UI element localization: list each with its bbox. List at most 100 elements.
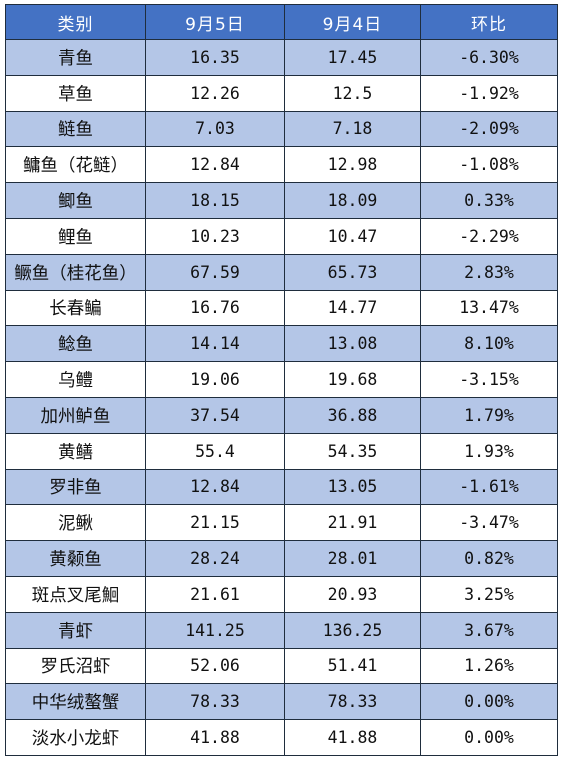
- table-row: 鲫鱼 18.15 18.09 0.33%: [5, 182, 558, 219]
- change-cell: 1.93%: [420, 432, 558, 470]
- table-row: 黄鳝 55.4 54.35 1.93%: [5, 432, 558, 470]
- sep5-price-cell: 78.33: [145, 683, 285, 721]
- category-cell: 鳜鱼（桂花鱼）: [5, 253, 146, 291]
- category-cell: 黄颡鱼: [5, 540, 146, 577]
- price-table: 类别 9月5日 9月4日 环比 青鱼 16.35 17.45 -6.30% 草鱼 12.2…: [5, 4, 558, 756]
- sep4-price-cell: 13.08: [284, 325, 421, 363]
- category-cell: 加州鲈鱼: [5, 396, 146, 434]
- change-cell: 0.82%: [420, 540, 558, 577]
- table-row: 黄颡鱼 28.24 28.01 0.82%: [5, 540, 558, 577]
- category-cell: 淡水小龙虾: [5, 719, 146, 756]
- table-row: 淡水小龙虾 41.88 41.88 0.00%: [5, 719, 558, 756]
- sep4-price-cell: 17.45: [284, 39, 421, 76]
- category-cell: 草鱼: [5, 74, 146, 112]
- sep4-price-cell: 12.98: [284, 146, 421, 184]
- sep4-price-cell: 51.41: [284, 647, 421, 685]
- sep5-price-cell: 12.84: [145, 468, 285, 506]
- sep4-price-cell: 13.05: [284, 468, 421, 506]
- table-row: 斑点叉尾鮰 21.61 20.93 3.25%: [5, 575, 558, 613]
- table-row: 青虾 141.25 136.25 3.67%: [5, 611, 558, 649]
- sep5-price-cell: 12.26: [145, 74, 285, 112]
- change-cell: -1.92%: [420, 74, 558, 112]
- table-row: 罗氏沼虾 52.06 51.41 1.26%: [5, 647, 558, 685]
- category-cell: 鲶鱼: [5, 325, 146, 363]
- sep5-price-cell: 7.03: [145, 110, 285, 148]
- sep5-price-cell: 28.24: [145, 540, 285, 577]
- table-row: 罗非鱼 12.84 13.05 -1.61%: [5, 468, 558, 506]
- sep4-price-cell: 19.68: [284, 361, 421, 398]
- change-cell: -1.08%: [420, 146, 558, 184]
- sep4-price-cell: 7.18: [284, 110, 421, 148]
- change-cell: 0.00%: [420, 683, 558, 721]
- category-cell: 罗氏沼虾: [5, 647, 146, 685]
- sep5-price-cell: 19.06: [145, 361, 285, 398]
- category-cell: 鲫鱼: [5, 182, 146, 219]
- sep5-price-cell: 12.84: [145, 146, 285, 184]
- sep5-price-cell: 16.76: [145, 289, 285, 327]
- table-row: 乌鳢 19.06 19.68 -3.15%: [5, 361, 558, 398]
- table-row: 草鱼 12.26 12.5 -1.92%: [5, 74, 558, 112]
- header-change: 环比: [420, 4, 558, 40]
- category-cell: 鳙鱼（花鲢）: [5, 146, 146, 184]
- sep4-price-cell: 36.88: [284, 396, 421, 434]
- category-cell: 鲤鱼: [5, 217, 146, 255]
- change-cell: 1.79%: [420, 396, 558, 434]
- category-cell: 中华绒螯蟹: [5, 683, 146, 721]
- sep4-price-cell: 41.88: [284, 719, 421, 756]
- change-cell: -2.09%: [420, 110, 558, 148]
- sep4-price-cell: 54.35: [284, 432, 421, 470]
- table-row: 加州鲈鱼 37.54 36.88 1.79%: [5, 396, 558, 434]
- table-body: 青鱼 16.35 17.45 -6.30% 草鱼 12.26 12.5 -1.92% 鲢鱼 7.0…: [5, 39, 558, 756]
- price-table-container: 类别 9月5日 9月4日 环比 青鱼 16.35 17.45 -6.30% 草鱼 12.2…: [5, 4, 558, 756]
- table-row: 青鱼 16.35 17.45 -6.30%: [5, 39, 558, 76]
- change-cell: 8.10%: [420, 325, 558, 363]
- change-cell: 2.83%: [420, 253, 558, 291]
- category-cell: 青虾: [5, 611, 146, 649]
- change-cell: 3.67%: [420, 611, 558, 649]
- sep5-price-cell: 10.23: [145, 217, 285, 255]
- sep5-price-cell: 37.54: [145, 396, 285, 434]
- sep5-price-cell: 55.4: [145, 432, 285, 470]
- sep5-price-cell: 141.25: [145, 611, 285, 649]
- sep4-price-cell: 28.01: [284, 540, 421, 577]
- category-cell: 长春鳊: [5, 289, 146, 327]
- change-cell: 0.33%: [420, 182, 558, 219]
- sep4-price-cell: 78.33: [284, 683, 421, 721]
- sep5-price-cell: 21.61: [145, 575, 285, 613]
- change-cell: -2.29%: [420, 217, 558, 255]
- sep4-price-cell: 21.91: [284, 504, 421, 542]
- sep5-price-cell: 18.15: [145, 182, 285, 219]
- category-cell: 罗非鱼: [5, 468, 146, 506]
- change-cell: -3.15%: [420, 361, 558, 398]
- table-row: 鳙鱼（花鲢） 12.84 12.98 -1.08%: [5, 146, 558, 184]
- category-cell: 泥鳅: [5, 504, 146, 542]
- change-cell: -3.47%: [420, 504, 558, 542]
- sep4-price-cell: 14.77: [284, 289, 421, 327]
- category-cell: 鲢鱼: [5, 110, 146, 148]
- table-row: 鲢鱼 7.03 7.18 -2.09%: [5, 110, 558, 148]
- table-row: 鳜鱼（桂花鱼） 67.59 65.73 2.83%: [5, 253, 558, 291]
- sep5-price-cell: 52.06: [145, 647, 285, 685]
- sep5-price-cell: 67.59: [145, 253, 285, 291]
- sep4-price-cell: 136.25: [284, 611, 421, 649]
- sep5-price-cell: 16.35: [145, 39, 285, 76]
- header-category: 类别: [5, 4, 146, 40]
- change-cell: 13.47%: [420, 289, 558, 327]
- sep4-price-cell: 18.09: [284, 182, 421, 219]
- header-row: 类别 9月5日 9月4日 环比: [5, 4, 558, 40]
- table-row: 鲶鱼 14.14 13.08 8.10%: [5, 325, 558, 363]
- category-cell: 黄鳝: [5, 432, 146, 470]
- header-sep5: 9月5日: [145, 4, 285, 40]
- change-cell: -1.61%: [420, 468, 558, 506]
- sep4-price-cell: 20.93: [284, 575, 421, 613]
- change-cell: -6.30%: [420, 39, 558, 76]
- category-cell: 乌鳢: [5, 361, 146, 398]
- change-cell: 0.00%: [420, 719, 558, 756]
- header-sep4: 9月4日: [284, 4, 421, 40]
- category-cell: 青鱼: [5, 39, 146, 76]
- sep5-price-cell: 14.14: [145, 325, 285, 363]
- table-row: 鲤鱼 10.23 10.47 -2.29%: [5, 217, 558, 255]
- sep4-price-cell: 65.73: [284, 253, 421, 291]
- category-cell: 斑点叉尾鮰: [5, 575, 146, 613]
- table-row: 长春鳊 16.76 14.77 13.47%: [5, 289, 558, 327]
